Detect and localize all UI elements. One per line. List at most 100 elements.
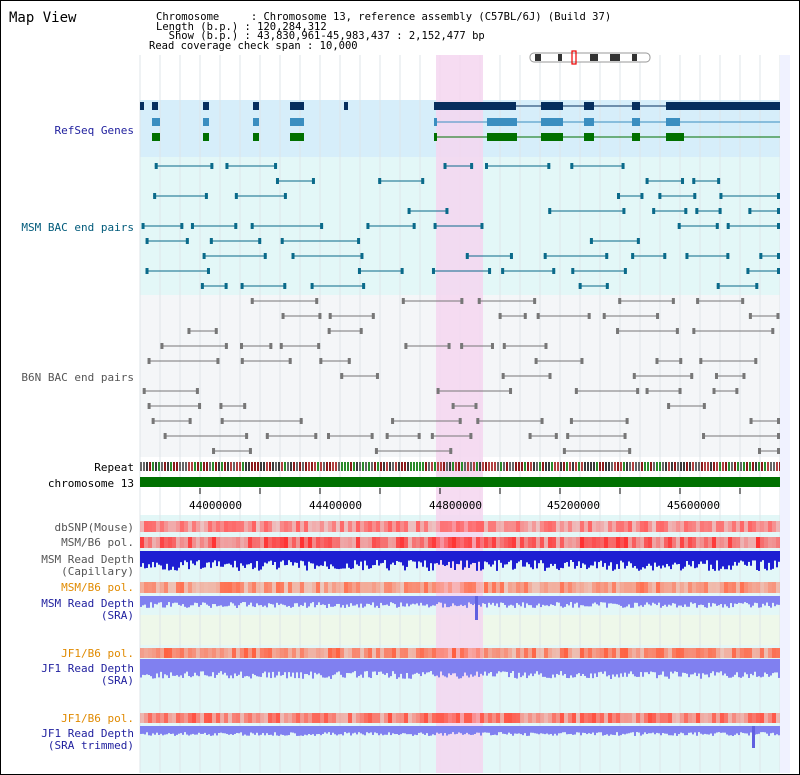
pol-cell: [264, 648, 268, 658]
bac-end: [578, 283, 582, 289]
repeat-element: [701, 462, 703, 471]
bac-end: [616, 193, 620, 199]
repeat-element: [269, 462, 271, 471]
pol-cell: [344, 521, 348, 532]
pol-cell: [496, 582, 500, 593]
pol-cell: [380, 648, 384, 658]
depth-bar: [490, 551, 492, 567]
depth-bar: [394, 659, 396, 674]
depth-bar: [466, 659, 468, 676]
depth-bar: [594, 596, 596, 603]
repeat-element: [272, 462, 274, 471]
depth-bar: [536, 596, 538, 606]
bac-end: [412, 223, 416, 229]
pol-cell: [568, 537, 572, 548]
pol-cell: [308, 648, 312, 658]
repeat-element: [551, 462, 553, 471]
repeat-element: [326, 462, 328, 471]
depth-bar: [172, 659, 174, 676]
depth-bar: [762, 659, 764, 677]
label-msm-depth-cap-2: (Capillary): [61, 565, 134, 578]
pol-cell: [556, 537, 560, 548]
bac-end: [224, 343, 228, 349]
depth-bar: [720, 596, 722, 605]
depth-bar: [176, 551, 178, 571]
pol-cell: [380, 537, 384, 548]
depth-bar: [168, 551, 170, 571]
bac-end: [400, 268, 404, 274]
depth-bar: [550, 659, 552, 679]
depth-bar: [154, 596, 156, 604]
depth-bar: [604, 551, 606, 564]
depth-bar: [426, 596, 428, 605]
depth-bar: [230, 596, 232, 603]
depth-bar: [268, 726, 270, 735]
pol-cell: [652, 537, 656, 548]
repeat-element: [623, 462, 625, 471]
depth-bar: [222, 551, 224, 567]
pol-cell: [660, 713, 664, 723]
depth-bar: [612, 659, 614, 675]
repeat-element: [341, 462, 343, 471]
pol-cell: [256, 521, 260, 532]
depth-bar: [268, 551, 270, 562]
pol-cell: [292, 537, 296, 548]
depth-bar: [576, 551, 578, 566]
pol-cell: [628, 648, 632, 658]
pol-cell: [176, 537, 180, 548]
repeat-element: [674, 462, 676, 471]
pol-cell: [368, 713, 372, 723]
pol-cell: [200, 648, 204, 658]
depth-bar: [448, 659, 450, 674]
depth-bar: [458, 726, 460, 733]
bac-end: [370, 433, 374, 439]
pol-cell: [460, 521, 464, 532]
pol-cell: [608, 582, 612, 593]
depth-bar: [572, 659, 574, 678]
pol-cell: [560, 537, 564, 548]
depth-bar: [436, 659, 438, 676]
depth-bar: [170, 726, 172, 735]
depth-bar: [290, 551, 292, 563]
depth-bar: [256, 551, 258, 562]
depth-bar: [556, 596, 558, 603]
pol-cell: [764, 537, 768, 548]
pol-cell: [148, 521, 152, 532]
pol-cell: [760, 582, 764, 593]
depth-bar: [440, 726, 442, 734]
depth-bar: [736, 726, 738, 734]
depth-bar: [168, 596, 170, 603]
bac-end: [214, 328, 218, 334]
depth-bar: [188, 659, 190, 677]
depth-bar: [282, 596, 284, 605]
depth-bar: [480, 726, 482, 736]
depth-bar: [494, 551, 496, 561]
depth-bar: [650, 659, 652, 672]
depth-bar: [484, 596, 486, 604]
pol-cell: [620, 582, 624, 593]
bac-end: [777, 208, 780, 214]
depth-bar: [258, 551, 260, 571]
depth-bar: [424, 659, 426, 675]
pol-cell: [708, 713, 712, 723]
depth-bar: [328, 551, 330, 570]
depth-bar: [250, 596, 252, 603]
depth-bar: [504, 659, 506, 672]
depth-bar: [358, 659, 360, 677]
repeat-element: [335, 462, 337, 471]
depth-bar: [686, 551, 688, 562]
depth-bar: [364, 551, 366, 561]
pol-cell: [604, 648, 608, 658]
depth-bar: [486, 726, 488, 733]
bac-end: [621, 163, 625, 169]
repeat-element: [146, 462, 148, 471]
pol-cell: [220, 648, 224, 658]
depth-bar: [596, 726, 598, 733]
chromosome-bar: [140, 477, 780, 487]
depth-bar: [752, 596, 754, 606]
pol-cell: [356, 713, 360, 723]
depth-bar: [300, 726, 302, 736]
depth-bar: [202, 551, 204, 568]
depth-bar: [646, 551, 648, 566]
